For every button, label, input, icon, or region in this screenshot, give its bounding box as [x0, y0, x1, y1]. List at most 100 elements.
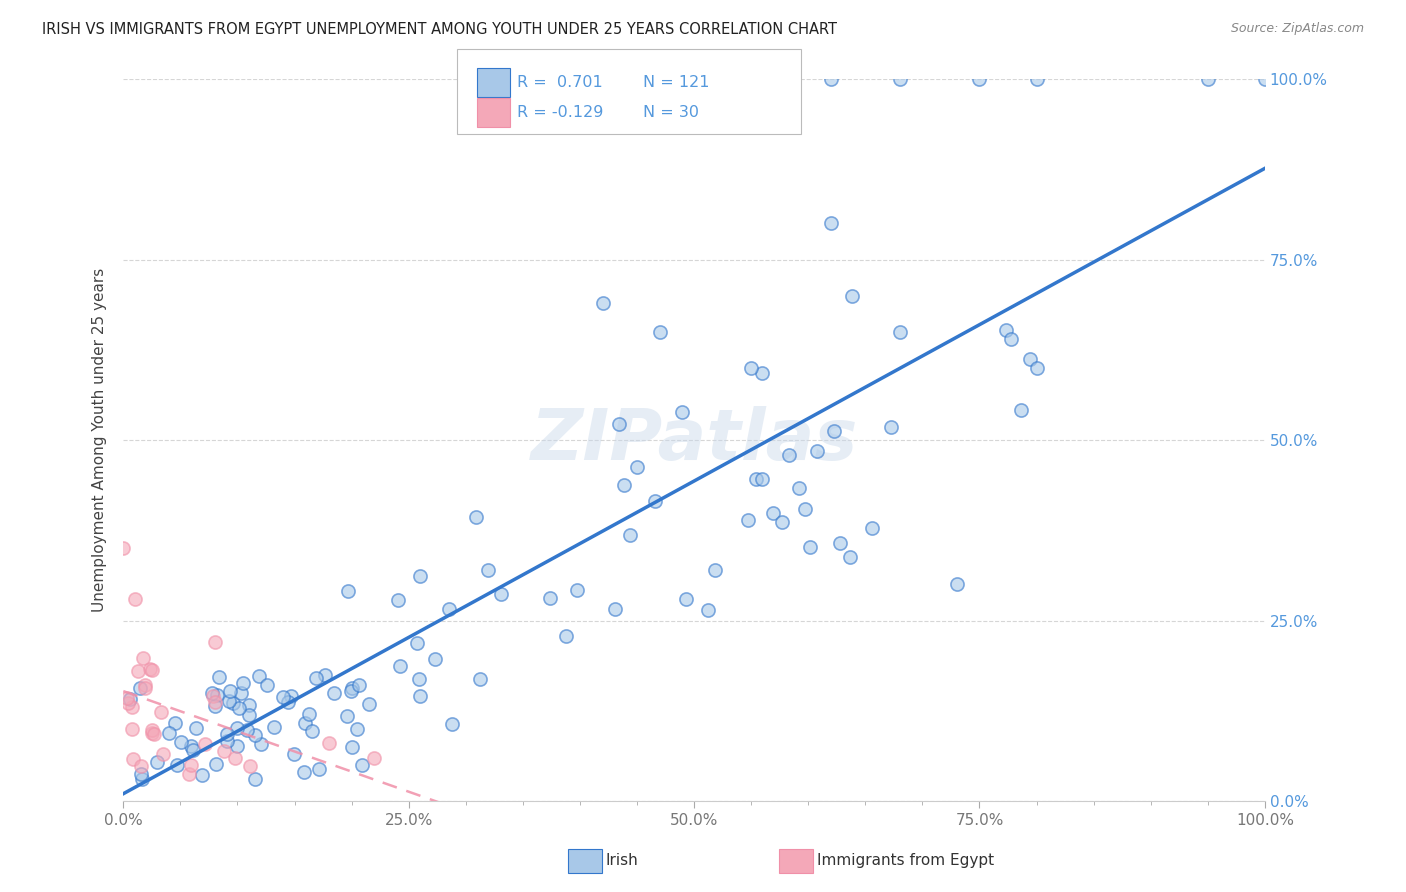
- Text: R =  0.701: R = 0.701: [517, 75, 603, 90]
- Point: [235, 723, 257, 737]
- Point: [1254, 72, 1277, 87]
- Point: [489, 586, 512, 600]
- Point: [477, 563, 499, 577]
- Point: [350, 757, 373, 772]
- Point: [648, 325, 671, 339]
- Point: [762, 506, 785, 520]
- Point: [124, 591, 146, 606]
- Point: [224, 751, 246, 765]
- Point: [387, 593, 409, 607]
- Point: [626, 460, 648, 475]
- Point: [737, 513, 759, 527]
- Point: [322, 686, 344, 700]
- Point: [222, 696, 245, 710]
- Point: [423, 652, 446, 666]
- Point: [318, 736, 340, 750]
- Point: [554, 629, 576, 643]
- Point: [298, 707, 321, 722]
- Point: [127, 664, 149, 678]
- Point: [277, 695, 299, 709]
- Point: [201, 686, 224, 700]
- Point: [841, 288, 863, 302]
- Text: N = 121: N = 121: [643, 75, 709, 90]
- Point: [218, 693, 240, 707]
- Point: [1000, 332, 1022, 346]
- Point: [225, 739, 247, 753]
- Point: [157, 726, 180, 740]
- Point: [357, 697, 380, 711]
- Point: [238, 758, 260, 772]
- Point: [292, 764, 315, 779]
- Point: [697, 603, 720, 617]
- Text: N = 30: N = 30: [643, 105, 699, 120]
- Point: [215, 733, 238, 747]
- Point: [121, 700, 143, 714]
- Point: [180, 758, 202, 772]
- Point: [263, 720, 285, 734]
- Point: [799, 540, 821, 554]
- Point: [217, 727, 239, 741]
- Point: [208, 670, 231, 684]
- Point: [301, 723, 323, 738]
- Point: [340, 681, 363, 696]
- Point: [112, 541, 135, 556]
- Point: [740, 360, 762, 375]
- Point: [671, 405, 693, 419]
- Point: [271, 690, 294, 704]
- Text: Immigrants from Egypt: Immigrants from Egypt: [817, 854, 994, 868]
- Point: [180, 739, 202, 753]
- Point: [793, 502, 815, 516]
- Point: [202, 689, 225, 703]
- Text: Source: ZipAtlas.com: Source: ZipAtlas.com: [1230, 22, 1364, 36]
- Point: [132, 651, 155, 665]
- Point: [538, 591, 561, 606]
- Point: [820, 216, 842, 230]
- Point: [860, 521, 883, 535]
- Point: [778, 448, 800, 462]
- Point: [830, 535, 852, 549]
- Point: [205, 756, 228, 771]
- Point: [1025, 360, 1047, 375]
- Point: [117, 696, 139, 710]
- Point: [141, 723, 163, 738]
- Point: [619, 527, 641, 541]
- Point: [770, 515, 793, 529]
- Point: [115, 690, 138, 705]
- Text: R = -0.129: R = -0.129: [517, 105, 603, 120]
- Point: [247, 669, 270, 683]
- Point: [193, 737, 215, 751]
- Point: [128, 681, 150, 695]
- Point: [745, 472, 768, 486]
- Point: [838, 549, 860, 564]
- Point: [150, 705, 173, 719]
- Point: [607, 417, 630, 432]
- Point: [945, 577, 967, 591]
- Point: [751, 366, 773, 380]
- Point: [308, 763, 330, 777]
- Point: [131, 766, 153, 780]
- Point: [787, 481, 810, 495]
- Point: [129, 759, 152, 773]
- Point: [644, 494, 666, 508]
- Point: [122, 752, 145, 766]
- Point: [406, 636, 429, 650]
- Point: [118, 692, 141, 706]
- Point: [163, 715, 186, 730]
- Point: [142, 727, 165, 741]
- Point: [243, 772, 266, 786]
- Point: [280, 689, 302, 703]
- Point: [994, 323, 1017, 337]
- Point: [134, 681, 156, 695]
- Point: [131, 772, 153, 787]
- Point: [232, 676, 254, 690]
- Point: [181, 742, 204, 756]
- Point: [889, 72, 911, 87]
- Point: [1197, 72, 1219, 87]
- Point: [139, 662, 162, 676]
- Point: [336, 709, 359, 723]
- Point: [603, 602, 626, 616]
- Point: [347, 678, 370, 692]
- Point: [388, 659, 411, 673]
- Y-axis label: Unemployment Among Youth under 25 years: Unemployment Among Youth under 25 years: [93, 268, 107, 612]
- Point: [363, 751, 385, 765]
